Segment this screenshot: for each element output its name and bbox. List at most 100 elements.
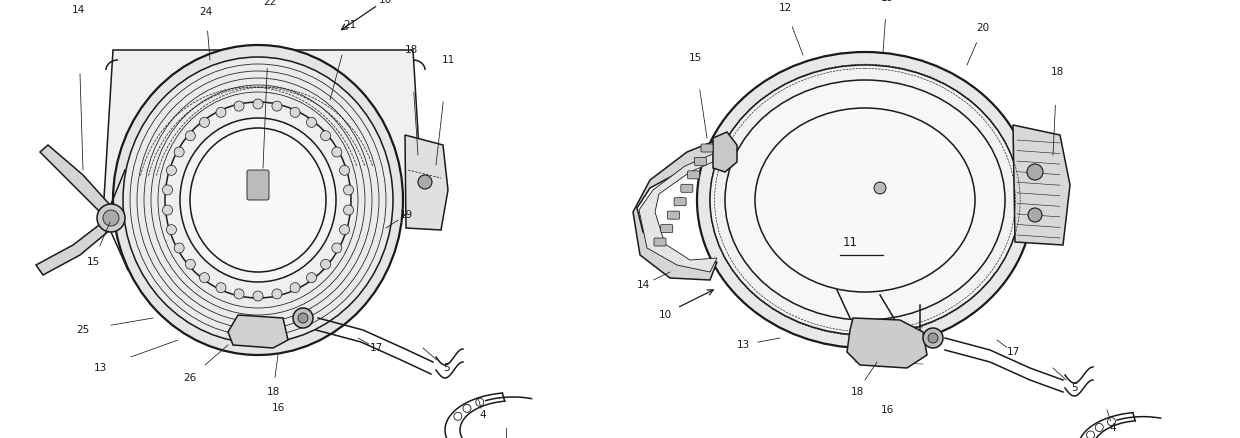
Circle shape: [454, 412, 461, 420]
Circle shape: [1086, 431, 1095, 438]
Circle shape: [298, 313, 308, 323]
Circle shape: [463, 404, 471, 413]
Text: 4: 4: [1110, 423, 1116, 433]
Text: 19: 19: [399, 210, 413, 220]
Circle shape: [234, 101, 244, 111]
Circle shape: [166, 225, 176, 235]
Circle shape: [234, 289, 244, 299]
Circle shape: [1027, 164, 1043, 180]
FancyBboxPatch shape: [661, 225, 673, 233]
Circle shape: [162, 185, 172, 195]
Text: 11: 11: [842, 236, 858, 248]
Circle shape: [321, 259, 331, 269]
Circle shape: [166, 165, 176, 175]
Circle shape: [306, 117, 316, 127]
FancyBboxPatch shape: [694, 157, 707, 166]
Text: 11: 11: [441, 55, 455, 65]
Text: 5: 5: [1071, 383, 1079, 393]
FancyBboxPatch shape: [247, 170, 269, 200]
Text: 17: 17: [370, 343, 383, 353]
Polygon shape: [847, 318, 928, 368]
Circle shape: [272, 289, 281, 299]
Text: 25: 25: [77, 325, 89, 335]
Ellipse shape: [165, 102, 351, 298]
Text: 14: 14: [636, 280, 650, 290]
Text: 18: 18: [851, 387, 863, 397]
Polygon shape: [639, 154, 717, 272]
Text: 20: 20: [976, 23, 990, 33]
Circle shape: [476, 398, 484, 406]
Circle shape: [343, 205, 353, 215]
Circle shape: [97, 204, 125, 232]
Circle shape: [928, 333, 937, 343]
Text: 15: 15: [688, 53, 702, 63]
Circle shape: [174, 147, 185, 157]
Text: 13: 13: [93, 363, 107, 373]
Polygon shape: [228, 315, 288, 348]
Circle shape: [216, 107, 226, 117]
Circle shape: [253, 291, 263, 301]
Circle shape: [185, 259, 196, 269]
Circle shape: [290, 107, 300, 117]
Circle shape: [103, 210, 119, 226]
Ellipse shape: [190, 128, 326, 272]
Text: 16: 16: [880, 405, 894, 415]
Ellipse shape: [725, 80, 1004, 320]
Circle shape: [321, 131, 331, 141]
Circle shape: [216, 283, 226, 293]
Circle shape: [874, 182, 887, 194]
FancyBboxPatch shape: [701, 144, 713, 152]
Text: 18: 18: [1050, 67, 1064, 77]
Text: 22: 22: [263, 0, 277, 7]
Text: 10: 10: [658, 310, 672, 320]
Circle shape: [1107, 417, 1116, 426]
Text: 13: 13: [737, 340, 750, 350]
Circle shape: [200, 273, 210, 283]
Text: 10: 10: [378, 0, 392, 5]
Circle shape: [418, 175, 432, 189]
FancyBboxPatch shape: [675, 198, 686, 206]
Polygon shape: [632, 140, 717, 280]
Polygon shape: [1013, 125, 1070, 245]
Ellipse shape: [180, 118, 336, 282]
Text: 18: 18: [267, 387, 280, 397]
Polygon shape: [103, 50, 423, 215]
Circle shape: [162, 205, 172, 215]
Circle shape: [340, 225, 350, 235]
Text: 19: 19: [880, 0, 894, 3]
Circle shape: [174, 243, 185, 253]
Text: 5: 5: [443, 363, 449, 373]
Circle shape: [1095, 424, 1104, 431]
Circle shape: [332, 243, 342, 253]
Text: 24: 24: [200, 7, 212, 17]
Ellipse shape: [697, 52, 1033, 348]
Polygon shape: [713, 132, 737, 172]
Text: 16: 16: [272, 403, 285, 413]
Circle shape: [340, 165, 350, 175]
FancyBboxPatch shape: [653, 238, 666, 246]
Circle shape: [1028, 208, 1042, 222]
FancyBboxPatch shape: [687, 171, 699, 179]
Text: 12: 12: [779, 3, 791, 13]
Circle shape: [343, 185, 353, 195]
Text: 18: 18: [404, 45, 418, 55]
Circle shape: [332, 147, 342, 157]
Polygon shape: [405, 135, 448, 230]
Circle shape: [200, 117, 210, 127]
Circle shape: [293, 308, 312, 328]
FancyBboxPatch shape: [667, 211, 680, 219]
Circle shape: [185, 131, 196, 141]
Text: 4: 4: [480, 410, 486, 420]
Text: 17: 17: [1007, 347, 1019, 357]
Text: 14: 14: [72, 5, 84, 15]
Polygon shape: [36, 222, 110, 275]
Text: 26: 26: [184, 373, 197, 383]
Circle shape: [253, 99, 263, 109]
Ellipse shape: [123, 57, 393, 343]
Circle shape: [272, 101, 281, 111]
FancyBboxPatch shape: [681, 184, 693, 192]
Ellipse shape: [711, 65, 1021, 335]
Polygon shape: [40, 145, 110, 212]
Circle shape: [306, 273, 316, 283]
Circle shape: [290, 283, 300, 293]
